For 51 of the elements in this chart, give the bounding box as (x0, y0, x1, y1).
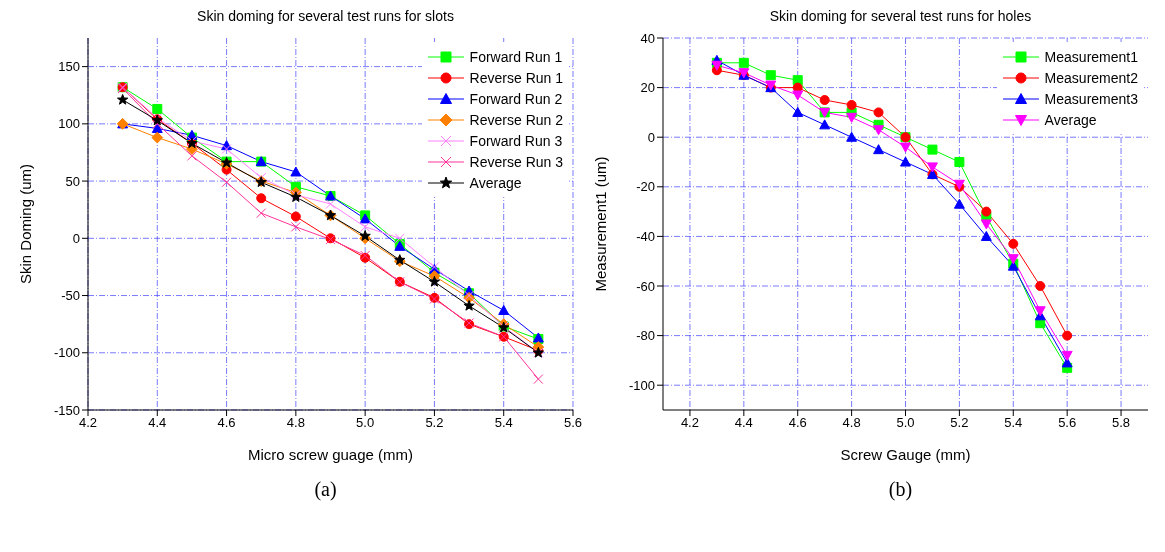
y-axis-title: Measurement1 (um) (592, 156, 610, 292)
x-tick-label: 4.2 (680, 415, 699, 431)
x-tick-label: 4.4 (734, 415, 753, 431)
x-tick-label: 5.2 (950, 415, 969, 431)
y-tick-label: -150 (53, 402, 80, 418)
y-tick-label: -50 (61, 288, 80, 304)
y-tick-label: 150 (58, 59, 80, 75)
x-tick-label: 4.8 (286, 415, 305, 431)
x-tick-label: 5.0 (356, 415, 375, 431)
legend-label: Average (469, 174, 522, 191)
chart-title: Skin doming for several test runs for slots (196, 8, 455, 26)
legend-label: Forward Run 1 (469, 48, 563, 65)
legend-label: Measurement1 (1044, 48, 1138, 65)
x-tick-label: 5.6 (563, 415, 583, 431)
x-tick-label: 4.6 (217, 415, 236, 431)
y-tick-label: 0 (72, 230, 80, 246)
y-tick-label: -100 (628, 377, 655, 393)
x-tick-label: 5.0 (896, 415, 915, 431)
chart-title: Skin doming for several test runs for holes (768, 8, 1033, 26)
legend-label: Measurement2 (1044, 69, 1138, 86)
legend-label: Reverse Run 2 (469, 111, 563, 128)
x-tick-label: 4.8 (842, 415, 861, 431)
legend-label: Forward Run 3 (469, 132, 563, 149)
legend-label: Reverse Run 3 (469, 153, 563, 170)
x-axis-title: Micro screw guage (mm) (247, 446, 414, 463)
legend-label: Forward Run 2 (469, 90, 563, 107)
legend-label: Average (1044, 111, 1097, 128)
y-tick-label: -80 (636, 328, 655, 344)
y-tick-label: 40 (640, 30, 655, 46)
text: (a) (313, 478, 338, 501)
y-tick-label: 20 (640, 80, 655, 96)
y-tick-label: -20 (636, 179, 655, 195)
x-tick-label: 5.4 (1004, 415, 1023, 431)
x-tick-label: 4.4 (148, 415, 167, 431)
y-axis-title: Skin Doming (um) (17, 163, 35, 285)
y-tick-label: 100 (58, 116, 80, 132)
x-tick-label: 5.6 (1058, 415, 1077, 431)
x-axis-title: Screw Gauge (mm) (840, 446, 971, 463)
y-tick-label: -60 (636, 278, 655, 294)
legend-label: Reverse Run 1 (469, 69, 563, 86)
y-tick-label: 50 (65, 173, 80, 189)
y-tick-label: -100 (53, 345, 80, 361)
y-tick-label: 0 (647, 129, 655, 145)
x-tick-label: 5.8 (1112, 415, 1131, 431)
y-tick-label: -40 (636, 229, 655, 245)
x-tick-label: 5.2 (425, 415, 444, 431)
x-tick-label: 4.6 (788, 415, 807, 431)
legend-label: Measurement3 (1044, 90, 1138, 107)
x-tick-label: 5.4 (494, 415, 513, 431)
x-tick-label: 4.2 (78, 415, 98, 431)
text: (b) (887, 478, 914, 501)
